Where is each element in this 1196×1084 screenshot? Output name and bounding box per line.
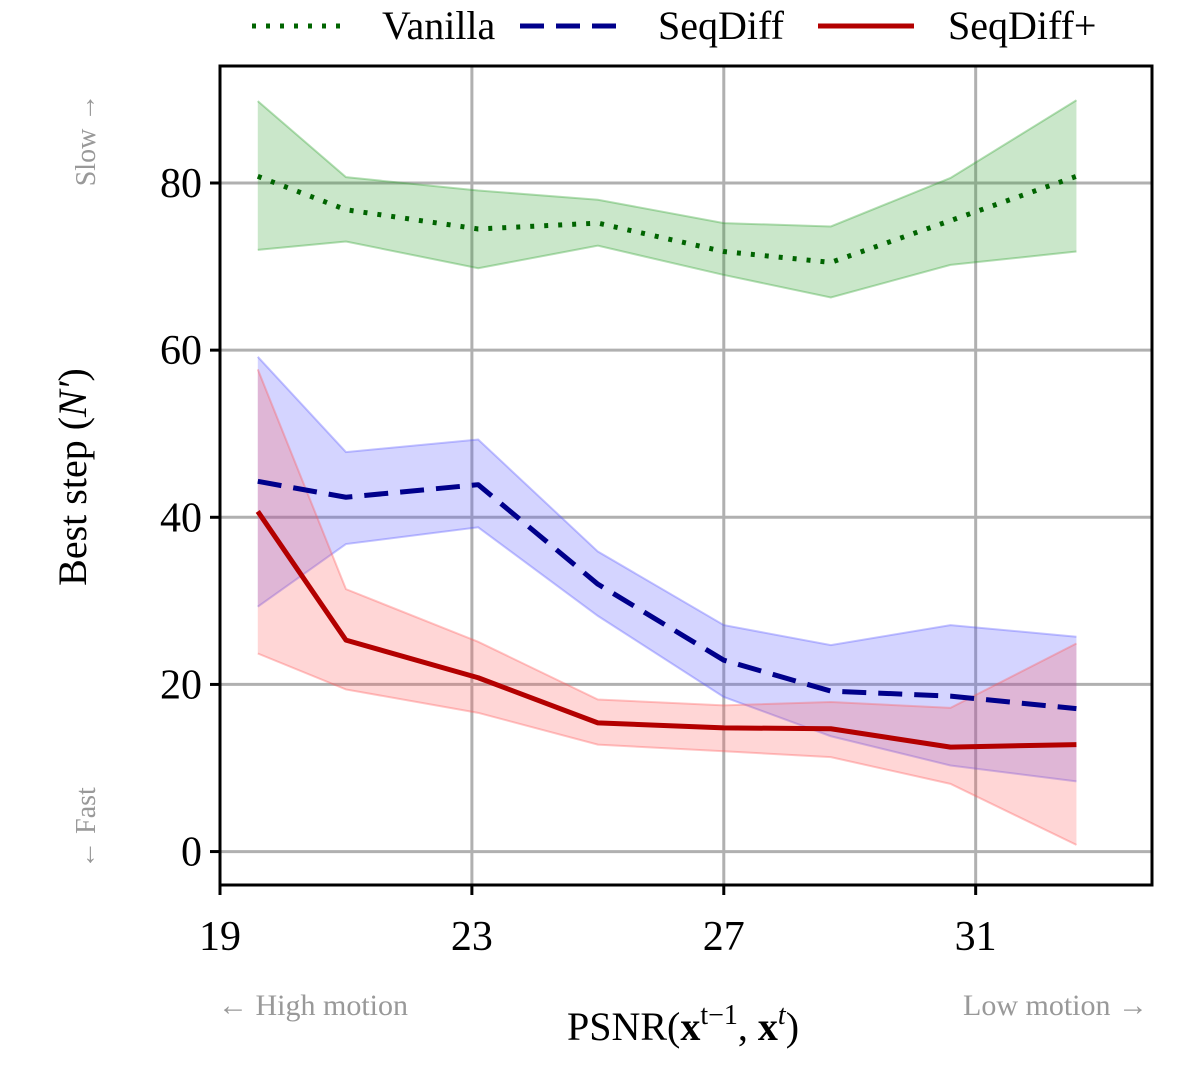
- x-axis-label: PSNR(xt−1, xt): [567, 1000, 799, 1049]
- y-tick-label-20: 20: [160, 662, 202, 708]
- x-tick-label-23: 23: [451, 914, 493, 960]
- band-lower-edge-seqdiff: [257, 526, 1077, 783]
- legend-label-vanilla: Vanilla: [382, 3, 496, 48]
- x-axis-label-end: ): [786, 1004, 799, 1049]
- x-axis-label-var1: x: [680, 1004, 700, 1049]
- y-axis-label-prefix: Best step (: [50, 417, 95, 586]
- y-axis-label-suffix: ): [50, 368, 95, 381]
- annotations: Slow → ← Fast ← High motion Low motion →: [71, 94, 1148, 1022]
- svg-text:PSNR(xt−1, xt): PSNR(xt−1, xt): [567, 1000, 799, 1049]
- plot-frame: [218, 64, 1154, 887]
- tick-labels: 19 23 27 31 0 20 40 60 80: [160, 161, 997, 960]
- band-upper-edge-seqdiff-plus: [256, 368, 1077, 709]
- band-seqdiff-plus: [257, 369, 1077, 845]
- series-line-seqdiff: [257, 478, 1077, 712]
- y-axis-label: Best step (N′): [50, 368, 95, 586]
- x-axis-label-sep: ,: [738, 1004, 758, 1049]
- y-tick-label-60: 60: [160, 328, 202, 374]
- band-lower-edge-vanilla: [257, 240, 1077, 299]
- annotation-high-motion: ← High motion: [218, 989, 408, 1022]
- x-axis-label-sup1: t−1: [700, 1000, 738, 1031]
- annotation-low-motion: Low motion →: [963, 989, 1148, 1022]
- legend: Vanilla SeqDiff SeqDiff+: [252, 3, 1096, 48]
- x-tick-label-27: 27: [703, 914, 745, 960]
- band-seqdiff: [257, 356, 1077, 782]
- x-axis-label-base: PSNR(: [567, 1004, 680, 1049]
- legend-label-seqdiff: SeqDiff: [658, 3, 785, 48]
- annotation-fast: ← Fast: [71, 787, 102, 869]
- y-tick-label-80: 80: [160, 161, 202, 207]
- annotation-slow: Slow →: [71, 94, 102, 187]
- band-vanilla: [257, 100, 1077, 298]
- band-upper-edge-vanilla: [257, 99, 1077, 228]
- svg-text:Best step (N′): Best step (N′): [50, 368, 95, 586]
- band-upper-edge-seqdiff: [257, 356, 1077, 647]
- y-axis-label-variable: N′: [50, 380, 95, 418]
- axes: [218, 64, 1154, 887]
- legend-label-seqdiff-plus: SeqDiff+: [948, 3, 1096, 48]
- series-line-seqdiff-plus: [255, 510, 1077, 750]
- x-axis-label-var2: x: [758, 1004, 778, 1049]
- series-lines: [255, 173, 1078, 750]
- x-tick-label-19: 19: [199, 914, 241, 960]
- band-lower-edge-seqdiff-plus: [257, 652, 1077, 846]
- x-tick-label-31: 31: [955, 914, 997, 960]
- y-tick-label-40: 40: [160, 495, 202, 541]
- x-axis-label-sup2: t: [778, 1000, 787, 1031]
- y-tick-label-0: 0: [181, 830, 202, 876]
- confidence-bands: [256, 99, 1077, 846]
